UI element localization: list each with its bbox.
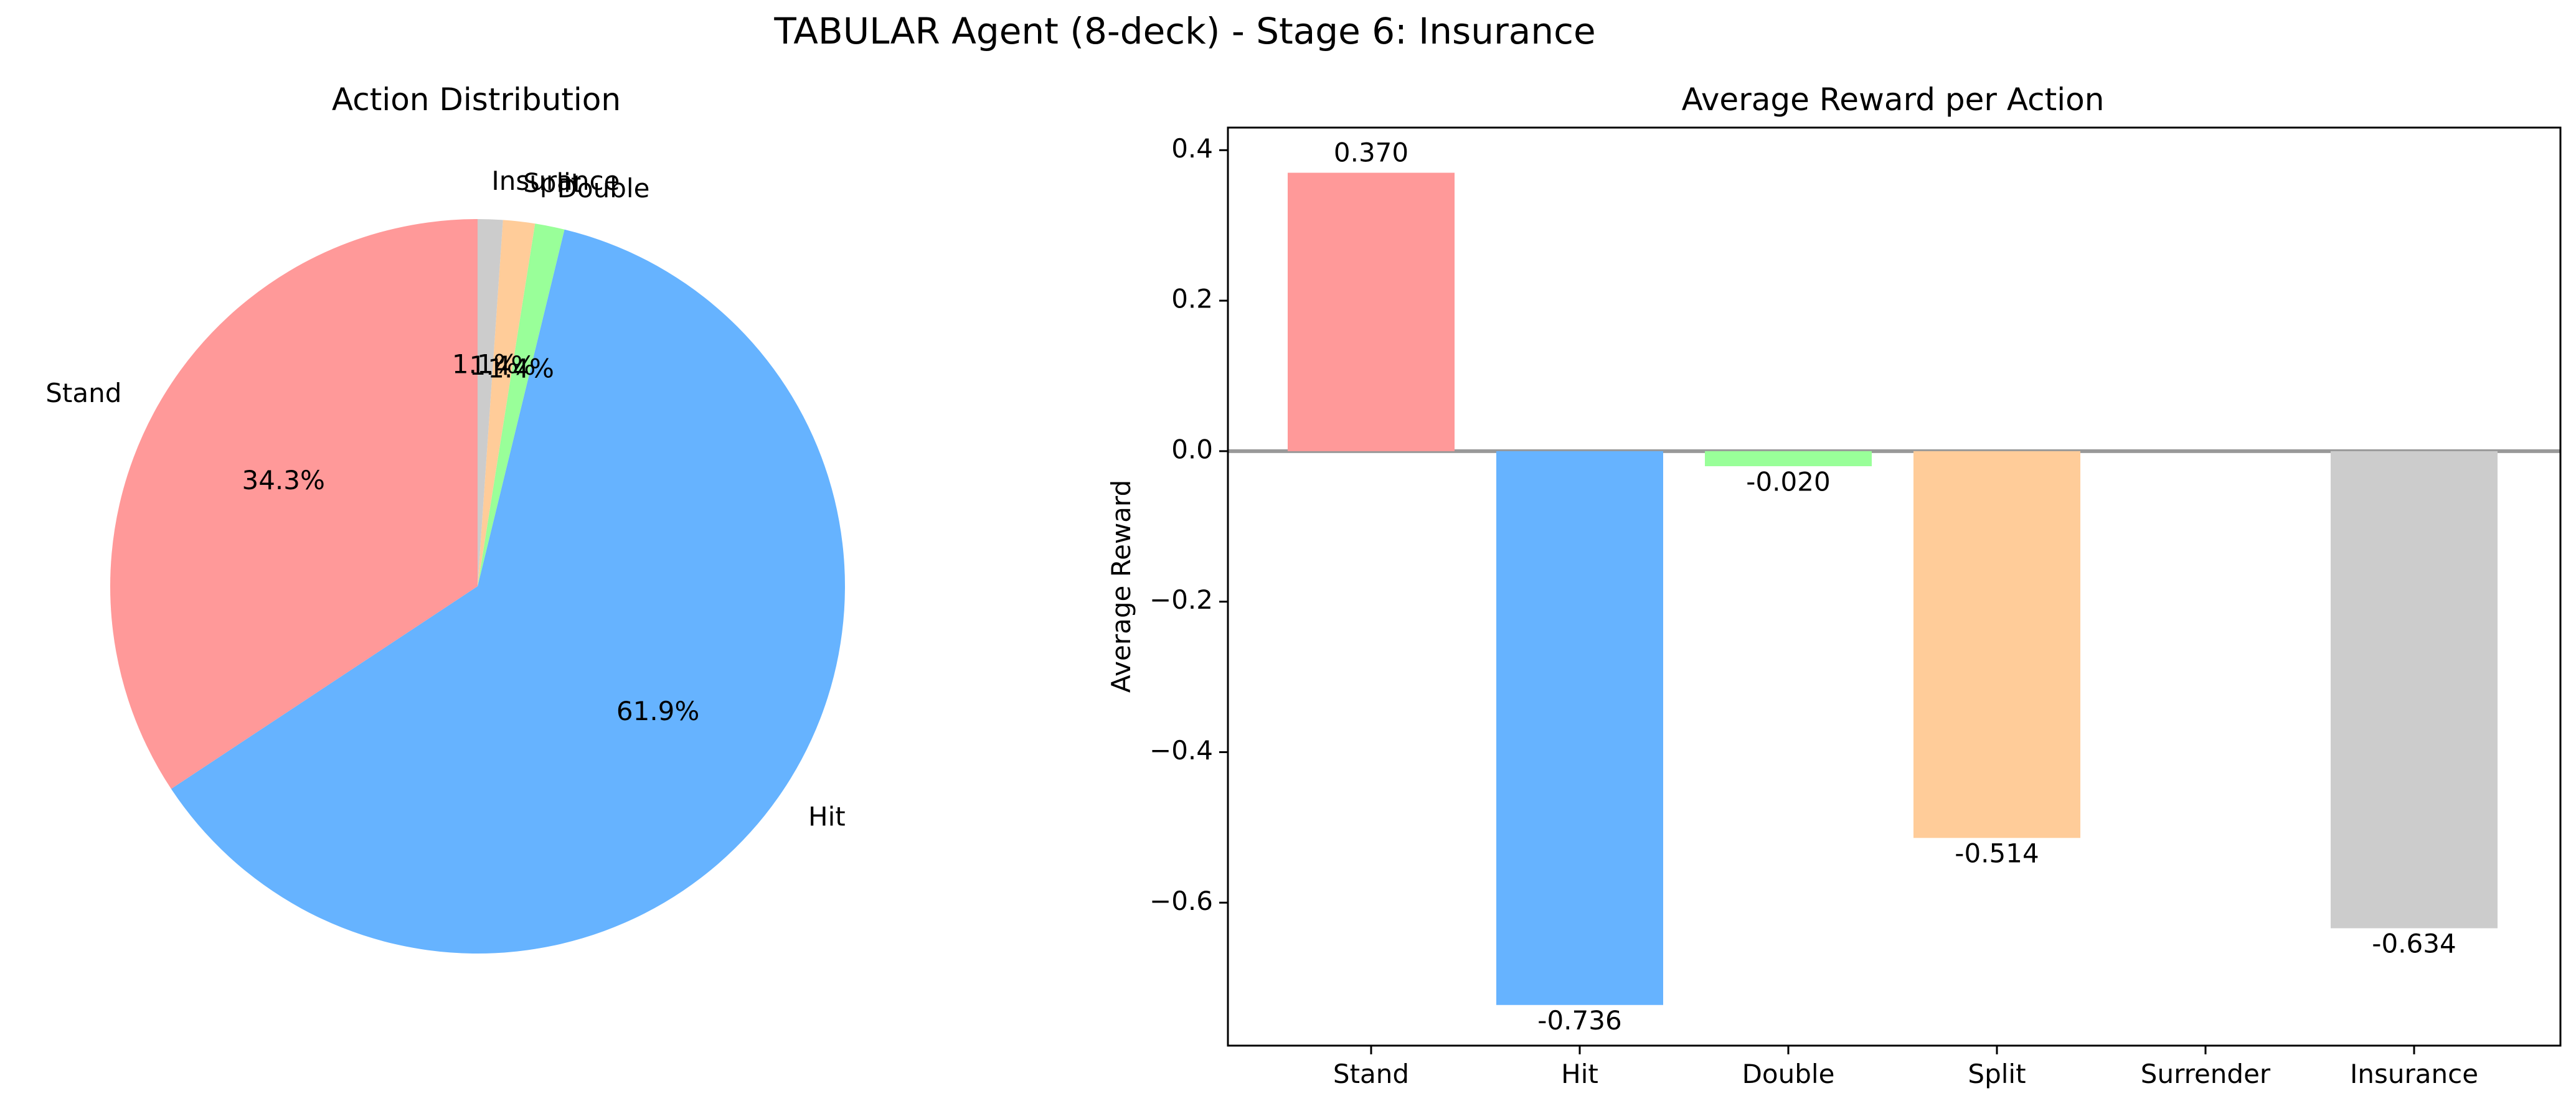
bar-value-label-hit: -0.736 xyxy=(1537,1005,1621,1036)
y-tick-label: 0.0 xyxy=(1171,434,1213,464)
pie-label-insurance: Insurance xyxy=(491,166,620,196)
bar-insurance xyxy=(2331,451,2498,929)
bar-value-label-stand: 0.370 xyxy=(1334,138,1408,168)
pie-slice-stand xyxy=(110,219,478,789)
bar-chart: Average Reward per Action Average Reward… xyxy=(1106,82,2562,1089)
pie-label-double: Double xyxy=(557,173,650,204)
pie-label-hit: Hit xyxy=(808,802,846,832)
pie-slice-double xyxy=(478,223,565,586)
pie-slices xyxy=(110,219,845,954)
figure-title: TABULAR Agent (8-deck) - Stage 6: Insura… xyxy=(773,10,1595,52)
bar-value-label-split: -0.514 xyxy=(1955,838,2039,869)
pie-chart: Action Distribution Stand 34.3% Hit 61.9% Do… xyxy=(45,82,846,954)
pie-pct-hit: 61.9% xyxy=(616,696,699,726)
y-axis-label: Average Reward xyxy=(1106,480,1136,693)
x-tick-label-split: Split xyxy=(1968,1059,2026,1089)
bars xyxy=(1288,172,2498,1005)
pie-pct-insurance: 1.1% xyxy=(452,349,519,380)
pie-label-split: Split xyxy=(523,168,581,199)
y-axis-ticks: 0.4 0.2 0.0 −0.2 −0.4 −0.6 xyxy=(1149,133,1228,916)
pie-pct-double: 1.4% xyxy=(488,353,554,383)
y-tick-label: 0.2 xyxy=(1171,284,1213,314)
plot-frame xyxy=(1227,126,2562,1047)
pie-slice-split xyxy=(478,220,535,586)
bar-stand xyxy=(1288,172,1455,451)
pie-pct-stand: 34.3% xyxy=(242,465,324,495)
pie-slice-insurance xyxy=(478,219,503,586)
pie-chart-title: Action Distribution xyxy=(332,82,621,118)
pie-label-stand: Stand xyxy=(45,378,121,408)
x-tick-label-stand: Stand xyxy=(1333,1059,1409,1089)
pie-slice-hit xyxy=(171,229,845,954)
x-axis-ticks: Stand Hit Double Split Surrender Insurance xyxy=(1333,1046,2478,1089)
x-tick-label-double: Double xyxy=(1742,1059,1835,1089)
bar-value-labels: 0.370 -0.736 -0.020 -0.514 -0.634 xyxy=(1334,138,2456,1036)
x-tick-label-hit: Hit xyxy=(1561,1059,1598,1089)
bar-chart-title: Average Reward per Action xyxy=(1682,82,2105,118)
bar-hit xyxy=(1496,451,1663,1005)
bar-value-label-double: -0.020 xyxy=(1746,466,1830,497)
pie-pct-split: 1.4% xyxy=(469,350,536,381)
x-tick-label-surrender: Surrender xyxy=(2141,1059,2271,1089)
x-tick-label-insurance: Insurance xyxy=(2350,1059,2478,1089)
pie-labels: Stand 34.3% Hit 61.9% Double 1.4% Split 1.4% Ins… xyxy=(45,166,845,832)
y-tick-label: −0.6 xyxy=(1149,886,1213,916)
bar-value-label-insurance: -0.634 xyxy=(2372,929,2456,959)
bar-double xyxy=(1705,451,1872,467)
bar-split xyxy=(1913,451,2080,838)
y-tick-label: −0.2 xyxy=(1149,584,1213,615)
y-tick-label: 0.4 xyxy=(1171,133,1213,164)
y-tick-label: −0.4 xyxy=(1149,735,1213,766)
